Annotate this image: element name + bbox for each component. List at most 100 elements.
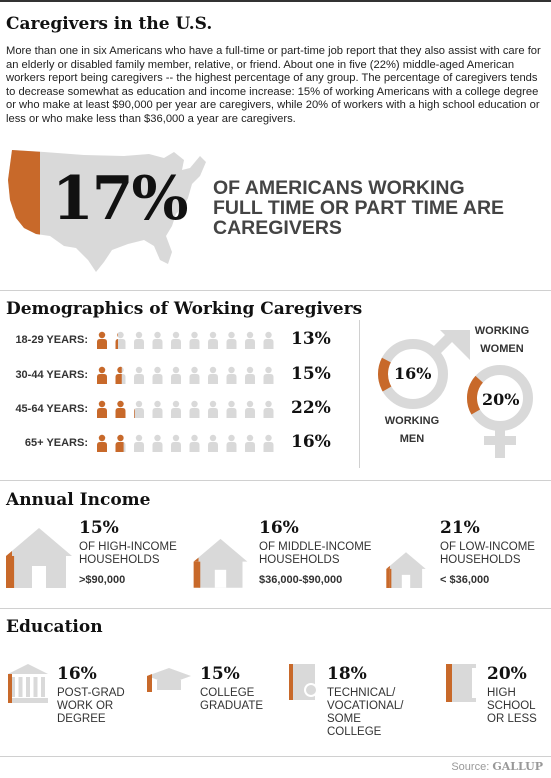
person-icon bbox=[189, 400, 200, 418]
men-label-line-1: WORKING bbox=[384, 415, 440, 427]
person-icon bbox=[226, 434, 237, 452]
age-row-percentage: 16% bbox=[291, 432, 331, 452]
divider bbox=[0, 608, 551, 609]
person-icon bbox=[97, 366, 107, 384]
income-label-line-2: HOUSEHOLDS bbox=[79, 554, 160, 566]
education-percentage: 18% bbox=[327, 664, 367, 684]
person-icon bbox=[152, 434, 163, 452]
person-icons-filled bbox=[97, 434, 124, 452]
person-icon bbox=[208, 331, 218, 349]
income-percentage: 16% bbox=[259, 518, 299, 538]
demographics-heading: Demographics of Working Caregivers bbox=[6, 299, 363, 319]
age-row-percentage: 13% bbox=[291, 329, 331, 349]
education-percentage: 16% bbox=[57, 664, 97, 684]
income-range: >$90,000 bbox=[79, 574, 126, 586]
income-range: < $36,000 bbox=[440, 574, 490, 586]
person-icons-base bbox=[97, 366, 274, 384]
hero-percentage: 17% bbox=[52, 164, 189, 234]
person-icon bbox=[263, 331, 274, 349]
person-icon bbox=[152, 400, 163, 418]
women-label: WORKING WOMEN bbox=[462, 322, 542, 358]
male-symbol-icon bbox=[378, 330, 470, 409]
person-icon bbox=[97, 434, 107, 452]
hero-caption-line-3: CAREGIVERS bbox=[213, 217, 342, 239]
divider bbox=[0, 480, 551, 481]
demographics-vertical-divider bbox=[359, 320, 360, 468]
age-row-label: 45-64 YEARS: bbox=[15, 403, 88, 415]
intro-paragraph: More than one in six Americans who have … bbox=[6, 45, 541, 125]
person-icon bbox=[226, 366, 237, 384]
book-icon bbox=[446, 664, 476, 702]
courthouse-icon bbox=[8, 664, 48, 703]
person-icon bbox=[208, 400, 218, 418]
person-icon bbox=[134, 331, 144, 349]
divider bbox=[0, 756, 551, 757]
education-label: POST-GRAD WORK OR DEGREE bbox=[57, 687, 125, 725]
person-icon bbox=[152, 366, 163, 384]
source-label: Source: bbox=[451, 761, 490, 773]
person-icons-filled bbox=[97, 400, 135, 418]
age-row-label: 65+ YEARS: bbox=[24, 437, 88, 449]
education-label: COLLEGE GRADUATE bbox=[200, 687, 264, 712]
person-icon bbox=[226, 331, 237, 349]
income-label-line-1: OF HIGH-INCOME bbox=[79, 541, 177, 553]
men-label: WORKING MEN bbox=[374, 412, 450, 448]
female-symbol-icon bbox=[467, 365, 533, 458]
person-icon bbox=[208, 434, 218, 452]
person-icon bbox=[134, 408, 135, 418]
person-icon bbox=[97, 331, 107, 349]
age-row-icons bbox=[97, 434, 274, 452]
age-row-percentage: 15% bbox=[291, 364, 331, 384]
age-row-icons bbox=[97, 331, 274, 349]
person-icon bbox=[245, 434, 255, 452]
person-icon bbox=[245, 366, 255, 384]
person-icon bbox=[171, 366, 181, 384]
person-icon bbox=[171, 434, 181, 452]
education-percentage: 20% bbox=[487, 664, 527, 684]
income-percentage: 15% bbox=[79, 518, 119, 538]
income-label-line-2: HOUSEHOLDS bbox=[440, 554, 521, 566]
person-icon bbox=[245, 331, 255, 349]
divider bbox=[0, 290, 551, 291]
person-icon bbox=[171, 400, 181, 418]
person-icon bbox=[263, 434, 274, 452]
house-icon bbox=[6, 528, 72, 588]
men-label-line-2: MEN bbox=[399, 433, 425, 445]
person-icons-base bbox=[97, 331, 274, 349]
person-icon bbox=[171, 331, 181, 349]
education-percentage: 15% bbox=[200, 664, 240, 684]
age-row-percentage: 22% bbox=[291, 398, 331, 418]
income-heading: Annual Income bbox=[6, 490, 151, 510]
person-icon bbox=[189, 366, 200, 384]
person-icon bbox=[245, 400, 255, 418]
page-title: Caregivers in the U.S. bbox=[6, 14, 213, 34]
person-icon bbox=[115, 366, 122, 384]
age-row-icons bbox=[97, 366, 274, 384]
person-icon bbox=[115, 434, 124, 452]
person-icon bbox=[263, 366, 274, 384]
house-icon bbox=[193, 538, 248, 588]
house-icon bbox=[386, 552, 426, 588]
hero-caption-line-2: FULL TIME OR PART TIME ARE bbox=[213, 197, 505, 219]
person-icon bbox=[134, 434, 144, 452]
income-label: OF HIGH-INCOME HOUSEHOLDS bbox=[79, 541, 177, 567]
education-label: TECHNICAL/ VOCATIONAL/ SOME COLLEGE bbox=[327, 687, 404, 738]
person-icon bbox=[189, 331, 200, 349]
person-icon bbox=[134, 366, 144, 384]
person-icons-filled bbox=[97, 331, 119, 349]
education-heading: Education bbox=[6, 617, 103, 637]
income-label: OF LOW-INCOME HOUSEHOLDS bbox=[440, 541, 535, 567]
person-icon bbox=[263, 400, 274, 418]
person-icon bbox=[226, 400, 237, 418]
income-label-line-2: HOUSEHOLDS bbox=[259, 554, 340, 566]
source-credit: Source: GALLUP bbox=[451, 760, 543, 773]
income-label: OF MIDDLE-INCOME HOUSEHOLDS bbox=[259, 541, 371, 567]
person-icon bbox=[134, 400, 144, 418]
hero-caption: OF AMERICANS WORKING FULL TIME OR PART T… bbox=[213, 178, 504, 238]
women-percentage: 20% bbox=[482, 390, 520, 409]
income-range: $36,000-$90,000 bbox=[259, 574, 343, 586]
hero-caption-line-1: OF AMERICANS WORKING bbox=[213, 177, 465, 199]
person-icon bbox=[115, 400, 126, 418]
men-percentage: 16% bbox=[394, 364, 432, 383]
certificate-icon bbox=[289, 664, 318, 700]
